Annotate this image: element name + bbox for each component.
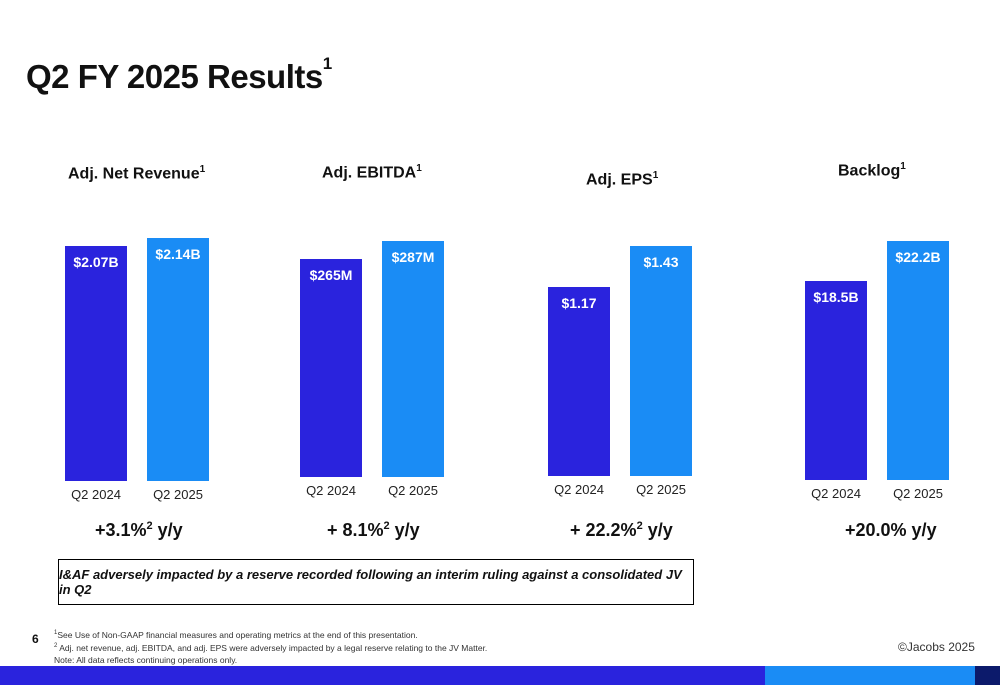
category-label: Q2 2025: [636, 482, 686, 497]
bar-q2-2025: [147, 238, 209, 481]
category-label: Q2 2024: [71, 487, 121, 502]
bar-q2-2024: [65, 246, 127, 481]
category-label: Q2 2025: [388, 483, 438, 498]
callout-text: I&AF adversely impacted by a reserve rec…: [59, 567, 682, 597]
bar-q2-2024: [805, 281, 867, 480]
chart-title: Adj. EPS1: [586, 170, 659, 189]
category-label: Q2 2025: [893, 486, 943, 501]
bar-value-label: $265M: [309, 267, 353, 283]
category-label: Q2 2024: [554, 482, 604, 497]
bar-q2-2025: [887, 241, 949, 480]
copyright: ©Jacobs 2025: [898, 640, 975, 654]
chart-title: Adj. Net Revenue1: [68, 164, 206, 183]
footnotes: 1See Use of Non-GAAP financial measures …: [54, 628, 487, 666]
growth-label: +3.1%2 y/y: [95, 520, 183, 540]
bar-q2-2025: [630, 246, 692, 476]
footnote-2: 2 Adj. net revenue, adj. EBITDA, and adj…: [54, 643, 488, 654]
bar-value-label: $18.5B: [813, 289, 859, 305]
chart-title: Adj. EBITDA1: [322, 163, 422, 182]
bar-q2-2025: [382, 241, 444, 477]
bar-value-label: $1.43: [643, 254, 679, 270]
growth-label: + 22.2%2 y/y: [570, 520, 673, 540]
bar-q2-2024: [548, 287, 610, 476]
callout-box: I&AF adversely impacted by a reserve rec…: [58, 559, 694, 605]
category-label: Q2 2025: [153, 487, 203, 502]
bar-q2-2024: [300, 259, 362, 477]
bar-value-label: $287M: [391, 249, 435, 265]
page-number: 6: [32, 632, 39, 646]
growth-label: + 8.1%2 y/y: [327, 520, 420, 540]
bar-value-label: $2.07B: [73, 254, 119, 270]
category-label: Q2 2024: [811, 486, 861, 501]
footer-bar-light: [765, 666, 975, 685]
chart-title: Backlog1: [838, 161, 906, 180]
footer-bar-navy: [975, 666, 1000, 685]
bar-value-label: $1.17: [561, 295, 597, 311]
footnote-note: Note: All data reflects continuing opera…: [54, 654, 238, 665]
bar-value-label: $22.2B: [895, 249, 941, 265]
page-title: Q2 FY 2025 Results1: [26, 54, 332, 95]
bar-value-label: $2.14B: [155, 246, 201, 262]
footnote-1: 1See Use of Non-GAAP financial measures …: [54, 629, 418, 640]
footer-bar-dark: [0, 666, 765, 685]
category-label: Q2 2024: [306, 483, 356, 498]
growth-label: +20.0% y/y: [845, 520, 937, 540]
